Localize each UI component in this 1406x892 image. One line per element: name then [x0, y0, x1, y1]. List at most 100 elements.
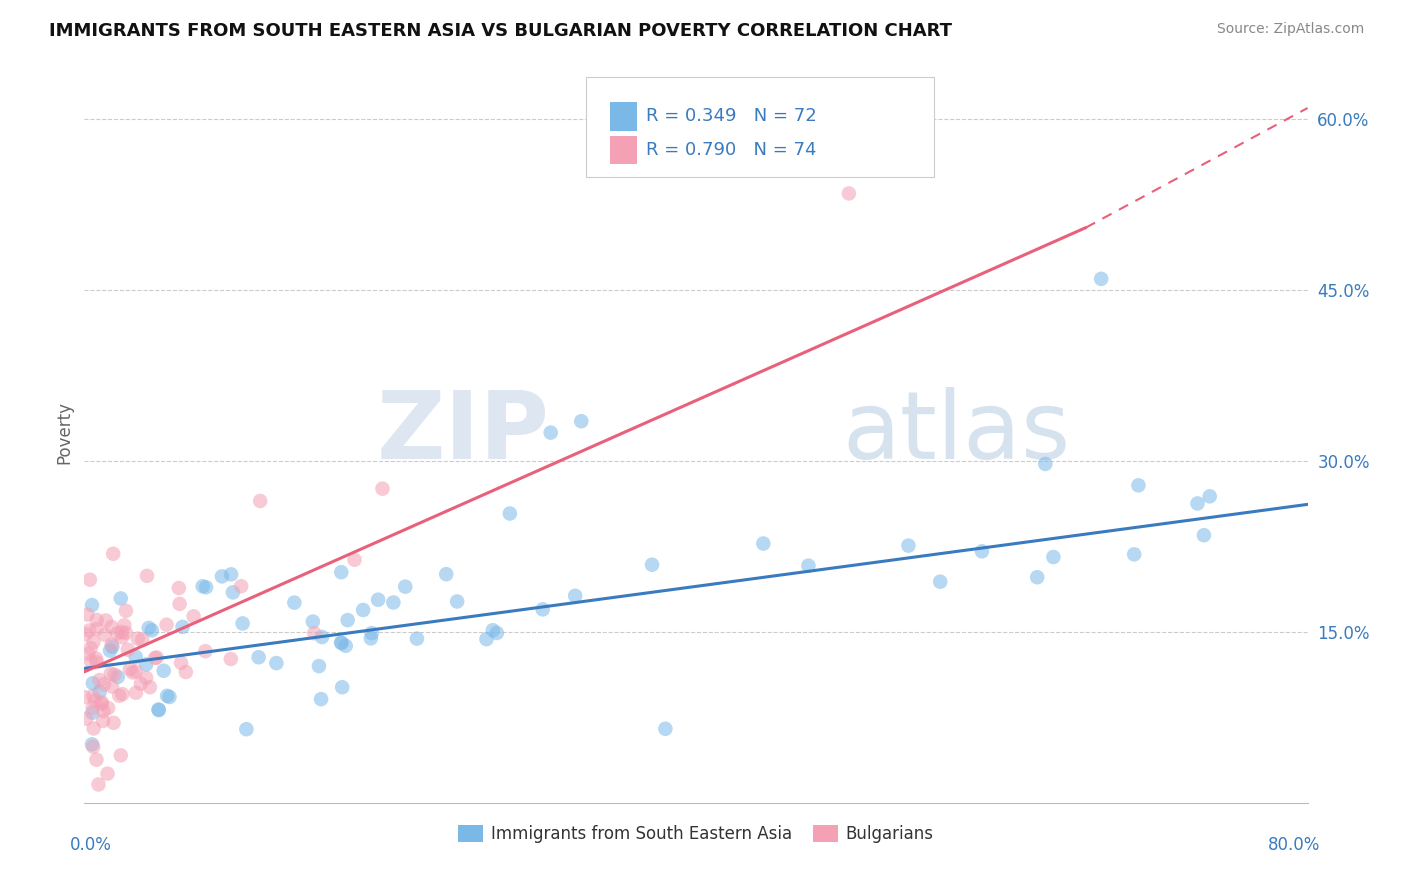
Point: [159, 690, 181, 704]
Point: [117, 642, 139, 657]
Point: [1033, 457, 1056, 471]
Point: [330, 635, 353, 649]
Point: [797, 558, 820, 573]
Point: [100, 666, 122, 681]
Legend: Immigrants from South Eastern Asia, Bulgarians: Immigrants from South Eastern Asia, Bulg…: [451, 819, 941, 850]
Point: [343, 553, 366, 567]
Point: [434, 567, 457, 582]
Text: 80.0%: 80.0%: [1267, 836, 1320, 855]
Point: [654, 722, 676, 736]
Point: [93, 677, 115, 691]
Point: [103, 715, 125, 730]
Point: [110, 591, 132, 606]
Point: [752, 536, 775, 550]
Point: [115, 625, 138, 640]
Point: [82, 676, 104, 690]
Point: [249, 494, 271, 508]
Point: [93, 628, 115, 642]
Point: [283, 596, 305, 610]
Point: [167, 581, 190, 595]
Point: [247, 650, 270, 665]
Point: [446, 594, 468, 608]
Point: [145, 650, 167, 665]
Point: [382, 595, 405, 609]
Point: [169, 597, 191, 611]
Point: [82, 689, 104, 703]
Point: [79, 573, 101, 587]
Point: [84, 694, 107, 708]
Point: [82, 635, 104, 649]
Point: [838, 186, 860, 201]
Point: [87, 777, 110, 791]
Point: [195, 580, 218, 594]
Point: [1198, 489, 1220, 503]
Text: Source: ZipAtlas.com: Source: ZipAtlas.com: [1216, 22, 1364, 37]
Point: [100, 638, 122, 652]
Point: [93, 704, 115, 718]
Point: [1192, 528, 1215, 542]
Point: [90, 697, 112, 711]
Point: [170, 656, 193, 670]
Point: [531, 602, 554, 616]
Point: [84, 651, 107, 665]
Point: [135, 657, 157, 672]
Point: [110, 748, 132, 763]
Point: [540, 425, 562, 440]
Point: [94, 614, 117, 628]
Point: [1123, 547, 1146, 561]
Point: [304, 626, 326, 640]
Point: [499, 507, 522, 521]
Point: [485, 626, 508, 640]
Point: [301, 615, 323, 629]
Point: [115, 604, 138, 618]
Point: [330, 680, 353, 694]
Point: [103, 667, 125, 681]
Point: [194, 644, 217, 658]
Point: [138, 621, 160, 635]
FancyBboxPatch shape: [610, 136, 637, 164]
Point: [101, 547, 124, 561]
Point: [80, 737, 103, 751]
Point: [80, 641, 103, 656]
Point: [73, 690, 96, 705]
Point: [406, 632, 429, 646]
Point: [330, 565, 353, 579]
Point: [108, 689, 131, 703]
Point: [82, 700, 104, 714]
Point: [266, 656, 288, 670]
Point: [86, 613, 108, 627]
Point: [308, 659, 330, 673]
Point: [232, 616, 254, 631]
Point: [89, 673, 111, 687]
Point: [143, 651, 166, 665]
Point: [1128, 478, 1150, 492]
Point: [118, 662, 141, 676]
Point: [231, 579, 253, 593]
Point: [80, 598, 103, 612]
Point: [219, 567, 242, 582]
Point: [107, 670, 129, 684]
Point: [86, 655, 108, 669]
Point: [156, 689, 179, 703]
Point: [127, 632, 149, 646]
Point: [482, 624, 505, 638]
Point: [83, 722, 105, 736]
Point: [77, 647, 100, 661]
Point: [90, 695, 112, 709]
Text: atlas: atlas: [842, 386, 1071, 479]
Point: [335, 639, 357, 653]
Point: [311, 630, 333, 644]
Point: [136, 569, 159, 583]
Point: [98, 643, 121, 657]
Point: [75, 627, 97, 641]
Point: [82, 739, 104, 754]
Point: [77, 624, 100, 638]
Point: [129, 676, 152, 690]
Point: [394, 580, 416, 594]
Point: [219, 652, 242, 666]
Point: [111, 630, 134, 644]
Point: [86, 753, 108, 767]
Text: 0.0%: 0.0%: [70, 836, 111, 855]
Point: [112, 618, 135, 632]
Point: [155, 617, 177, 632]
